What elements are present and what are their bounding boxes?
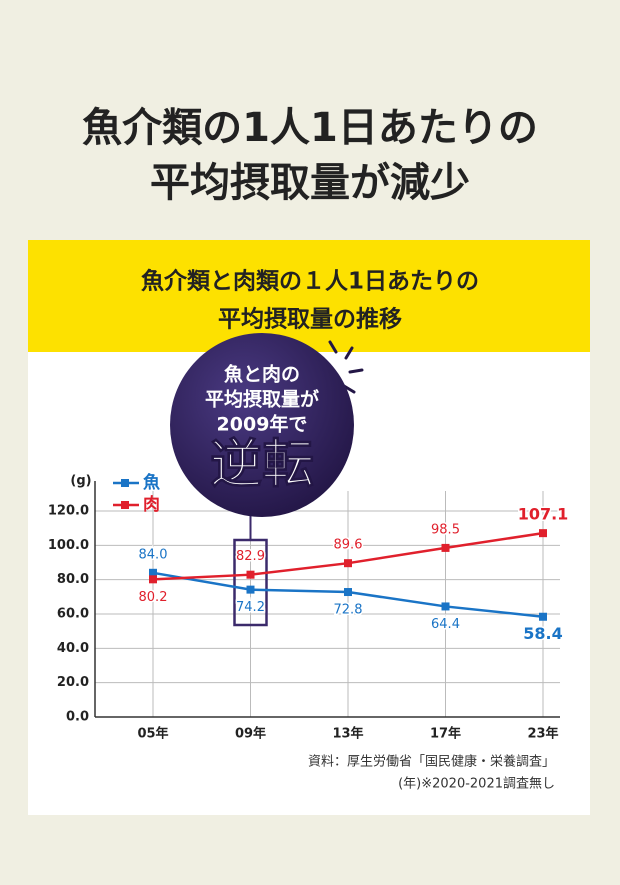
y-tick-label: 0.0 (66, 710, 89, 725)
x-tick-label: 05年 (137, 726, 168, 742)
data-point (344, 588, 352, 597)
data-point (441, 602, 450, 611)
y-axis-label: (g) (70, 474, 91, 489)
x-tick-label: 13年 (332, 726, 363, 742)
data-label: 74.2 (236, 600, 265, 615)
highlight-box (233, 538, 268, 627)
y-tick-label: 40.0 (57, 641, 89, 656)
chart-title: 平均摂取量の推移 (218, 306, 402, 333)
annotation-emphasis: 逆転 (210, 435, 314, 495)
data-point (539, 529, 547, 538)
annotation-bubble (170, 333, 354, 517)
data-label: 107.1 (518, 505, 569, 524)
x-tick-label: 23年 (527, 726, 558, 742)
source-note: 資料：厚生労働省「国民健康・栄養調査」 (308, 754, 555, 770)
y-tick-label: 60.0 (57, 607, 89, 622)
y-tick-label: 100.0 (48, 538, 89, 553)
legend-swatch (121, 501, 129, 509)
y-tick-label: 120.0 (48, 504, 89, 519)
data-point (149, 575, 157, 584)
data-point (344, 559, 352, 568)
annotation: 魚と肉の (224, 363, 300, 386)
card-header (28, 240, 590, 352)
x-tick-label: 09年 (235, 726, 266, 742)
data-point (539, 612, 547, 621)
data-label: 58.4 (523, 624, 562, 643)
annotation: 平均摂取量が (205, 388, 319, 411)
data-label: 72.8 (334, 603, 363, 618)
annotation: 2009年で (217, 413, 308, 436)
data-label: 80.2 (139, 590, 168, 605)
legend-swatch (121, 479, 129, 487)
source-note: (年)※2020-2021調査無し (398, 777, 555, 792)
x-tick-label: 17年 (430, 726, 461, 742)
y-tick-label: 20.0 (57, 675, 89, 690)
y-tick-label: 80.0 (57, 572, 89, 587)
data-label: 82.9 (236, 549, 265, 564)
chart-title: 魚介類と肉類の１人1日あたりの (141, 268, 479, 295)
data-point (246, 585, 255, 594)
data-point (149, 568, 157, 577)
data-label: 98.5 (431, 522, 460, 537)
data-label: 64.4 (431, 617, 460, 632)
legend-label: 肉 (143, 494, 160, 515)
page-title: 平均摂取量が減少 (150, 160, 470, 206)
data-label: 84.0 (139, 547, 168, 562)
page-title: 魚介類の1人1日あたりの (82, 105, 538, 151)
data-point (441, 543, 450, 552)
plot: 0.0 20.0 40.0 60.0 80.0 100.0 120.0 05年 09年 13年 17… (48, 472, 570, 742)
legend-label: 魚 (143, 472, 160, 493)
data-label: 89.6 (334, 538, 363, 553)
data-point (246, 570, 255, 579)
